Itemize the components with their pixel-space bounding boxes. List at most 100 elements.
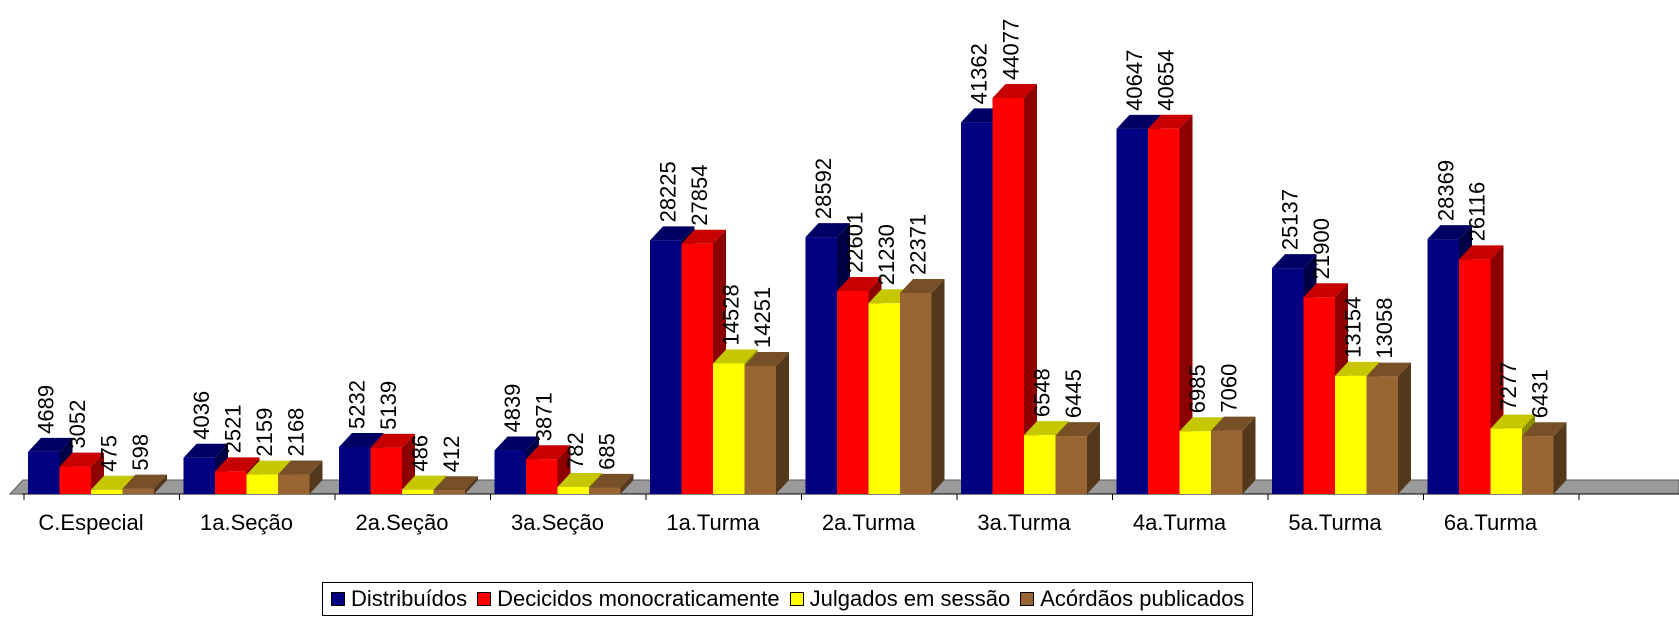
bar-front <box>900 293 932 494</box>
data-label: 3052 <box>65 400 90 449</box>
data-label: 4689 <box>34 385 59 434</box>
bar-front <box>1335 375 1367 494</box>
bar-front <box>28 451 60 494</box>
bar-front <box>1272 268 1304 494</box>
data-label: 2159 <box>252 408 277 457</box>
bar-top <box>1272 254 1317 269</box>
x-tick-label: 1a.Seção <box>200 510 293 535</box>
bar-top <box>433 476 478 491</box>
data-label: 14251 <box>750 287 775 348</box>
bar-top <box>183 443 228 458</box>
data-label: 13058 <box>1372 297 1397 358</box>
bar-8-3 <box>1366 362 1411 494</box>
data-label: 2521 <box>221 404 246 453</box>
legend-label: Julgados em sessão <box>809 586 1011 611</box>
bar-front <box>713 363 745 494</box>
data-label: 685 <box>595 433 620 470</box>
x-tick-label: 2a.Turma <box>822 510 916 535</box>
bar-front <box>557 486 589 494</box>
bar-top <box>1116 114 1161 129</box>
bar-front <box>837 290 869 494</box>
data-label: 6548 <box>1030 368 1055 417</box>
bar-front <box>1303 297 1335 494</box>
bar-side <box>402 433 415 494</box>
bar-top <box>589 473 634 488</box>
data-label: 486 <box>408 435 433 472</box>
x-tick-label: C.Especial <box>38 510 143 535</box>
bar-front <box>1024 435 1056 494</box>
data-label: 5139 <box>376 381 401 430</box>
bar-front <box>183 457 215 494</box>
bar-9-3 <box>1522 422 1567 494</box>
x-tick-label: 6a.Turma <box>1444 510 1538 535</box>
bar-side <box>776 351 789 494</box>
bar-top <box>713 349 758 364</box>
bar-side <box>309 460 323 494</box>
bar-1-3 <box>278 460 323 494</box>
bar-top <box>1303 283 1348 298</box>
data-label: 6431 <box>1528 369 1553 418</box>
bar-side <box>1024 84 1037 494</box>
bar-top <box>28 437 73 452</box>
data-label: 4036 <box>189 391 214 440</box>
bar-front <box>494 450 526 494</box>
legend-label: Distribuídos <box>351 586 468 611</box>
data-label: 475 <box>97 435 122 472</box>
bar-side <box>1553 422 1567 494</box>
legend-item: Julgados em sessão <box>789 586 1011 612</box>
x-tick-label: 3a.Seção <box>511 510 604 535</box>
bar-7-3 <box>1211 416 1256 494</box>
legend-item: Decicidos monocraticamente <box>477 586 780 612</box>
legend: Distribuídos Decicidos monocraticamente Ju… <box>322 582 1254 616</box>
bar-side <box>465 476 478 494</box>
bar-top <box>1179 417 1224 432</box>
bar-4-3 <box>744 351 789 494</box>
x-tick-label: 3a.Turma <box>977 510 1071 535</box>
bar-side <box>620 473 634 494</box>
data-label: 412 <box>439 436 464 473</box>
bar-front <box>1179 431 1211 494</box>
bar-top <box>246 460 291 475</box>
bar-front <box>681 243 713 494</box>
bar-side <box>154 474 167 494</box>
bar-side <box>1179 114 1193 495</box>
bar-top <box>900 279 945 294</box>
x-tick-label: 4a.Turma <box>1133 510 1227 535</box>
bar-2-1 <box>370 433 415 494</box>
bar-top <box>1055 422 1100 437</box>
bar-front <box>650 240 682 494</box>
bar-5-3 <box>900 279 945 494</box>
legend-item: Distribuídos <box>331 586 467 612</box>
data-label: 40654 <box>1154 50 1179 111</box>
bar-top <box>91 475 136 490</box>
bar-front <box>91 489 123 494</box>
x-tick-label: 1a.Turma <box>666 510 760 535</box>
bar-top <box>1366 362 1411 377</box>
bar-top <box>1148 114 1193 129</box>
bar-front <box>1148 128 1180 495</box>
bar-top <box>1211 416 1256 431</box>
data-label: 26116 <box>1465 182 1490 242</box>
bar-front <box>961 122 993 495</box>
bar-side <box>931 279 945 494</box>
bar-top <box>215 457 260 472</box>
bar-front <box>589 487 621 494</box>
data-label: 3871 <box>532 392 557 441</box>
data-label: 40647 <box>1122 50 1147 111</box>
bar-front <box>122 488 154 494</box>
bar-front <box>278 474 310 494</box>
data-label: 598 <box>128 434 153 471</box>
bar-front <box>1211 430 1243 494</box>
data-label: 28592 <box>811 158 836 219</box>
bar-front <box>246 474 278 494</box>
data-label: 21230 <box>874 224 899 285</box>
legend-label: Decicidos monocraticamente <box>497 586 780 611</box>
bar-front <box>1116 128 1148 494</box>
bar-top <box>1427 225 1472 240</box>
x-tick-label: 5a.Turma <box>1288 510 1382 535</box>
bar-front <box>339 446 371 494</box>
bar-top <box>744 351 789 366</box>
bar-6-3 <box>1055 422 1100 494</box>
bar-top <box>278 460 323 475</box>
legend-label: Acórdãos publicados <box>1040 586 1245 611</box>
